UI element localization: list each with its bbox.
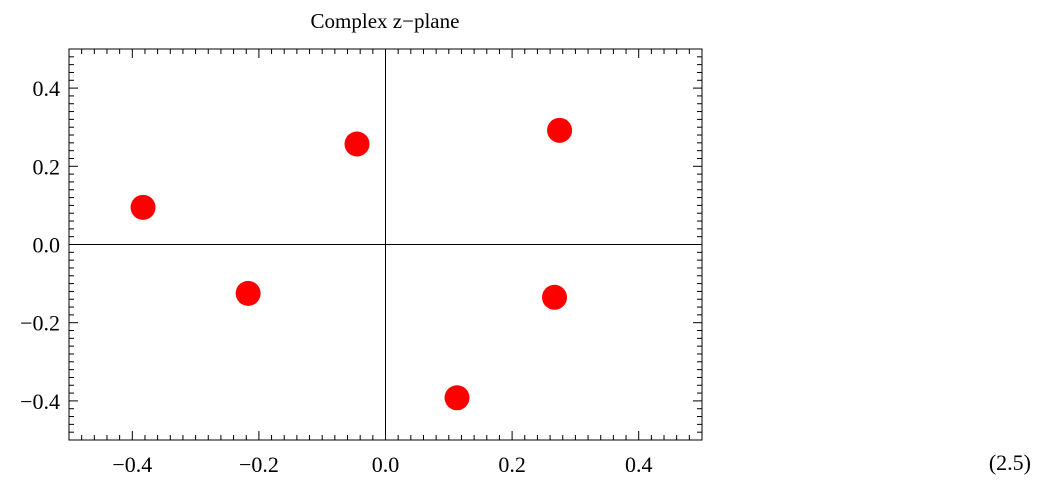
data-point: [344, 131, 370, 157]
data-point: [547, 117, 573, 143]
equation-number: (2.5): [988, 450, 1031, 475]
y-tick-label: 0.2: [33, 154, 61, 179]
data-point: [235, 280, 261, 306]
y-tick-label: 0.0: [33, 233, 61, 258]
data-point: [444, 385, 470, 411]
data-point: [542, 284, 568, 310]
x-tick-label: −0.4: [112, 452, 152, 477]
data-points: [130, 117, 573, 411]
x-tick-label: −0.2: [239, 452, 279, 477]
x-tick-label: 0.4: [625, 452, 653, 477]
y-tick-label: −0.2: [20, 311, 60, 336]
x-tick-label: 0.2: [498, 452, 526, 477]
y-tick-label: −0.4: [20, 389, 60, 414]
x-tick-label: 0.0: [372, 452, 400, 477]
zero-axes: [69, 49, 702, 440]
tick-marks: [68, 48, 703, 441]
chart-title: Complex z−plane: [311, 9, 460, 33]
tick-labels: −0.4 −0.2 0.0 0.2 0.4 −0.4 −0.2 0.0 0.2 0.4: [20, 76, 652, 477]
y-tick-label: 0.4: [33, 76, 61, 101]
data-point: [130, 194, 156, 220]
